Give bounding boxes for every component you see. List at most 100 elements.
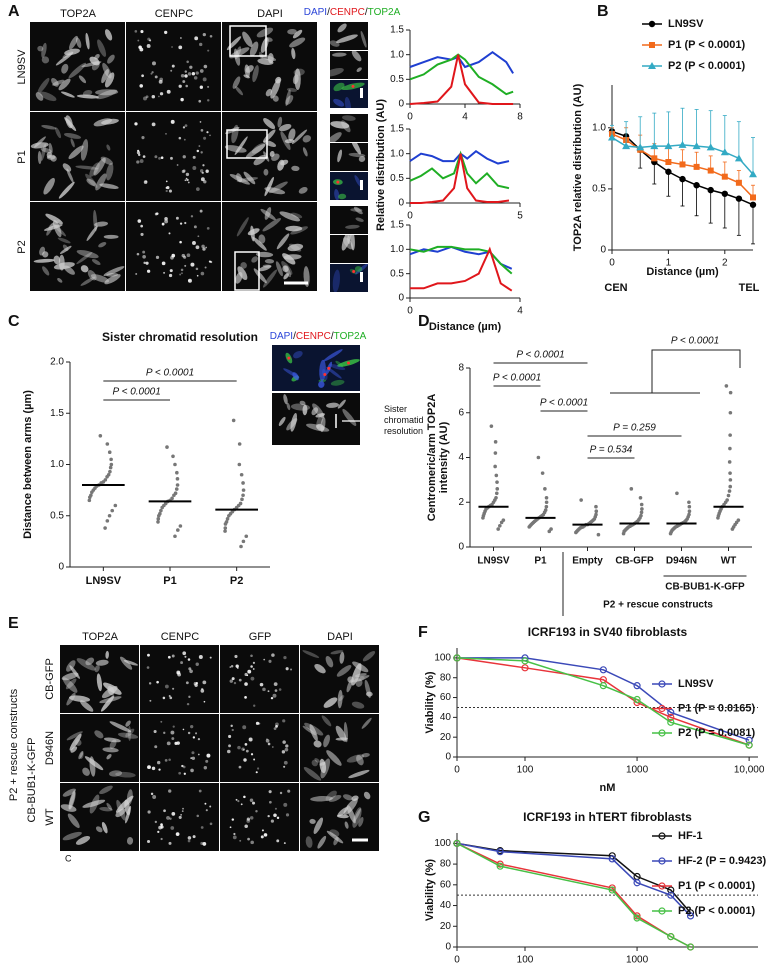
spot [151, 61, 156, 66]
data-point [113, 503, 118, 508]
spot [255, 771, 258, 774]
data-point [156, 517, 161, 521]
chromosome [48, 142, 53, 154]
data-point [728, 410, 733, 415]
chromosome [289, 243, 302, 252]
spot [158, 157, 161, 160]
data-point [728, 433, 732, 437]
spot [205, 169, 209, 173]
spot [163, 809, 166, 813]
data-point [172, 493, 176, 498]
spot [141, 74, 144, 78]
chromosome [58, 181, 75, 199]
chromosome [68, 145, 84, 160]
chromosome [330, 132, 342, 142]
channel-name: TOP2A [368, 7, 401, 18]
spot [180, 814, 182, 816]
chromosome [288, 128, 296, 141]
data-point [594, 504, 598, 509]
y-axis-title: Relative distribution (AU) [375, 99, 387, 231]
spot [262, 687, 266, 692]
series-line [456, 842, 692, 917]
data-point [750, 194, 756, 201]
spot [195, 71, 199, 75]
chromosome [251, 256, 258, 263]
spot [195, 662, 199, 666]
data-point [159, 508, 163, 513]
chromosome [117, 732, 139, 739]
chromosome [352, 807, 362, 828]
chromosome [68, 695, 91, 702]
micrograph [140, 714, 219, 782]
spot [192, 155, 196, 159]
chromosome [115, 808, 126, 818]
legend-marker [648, 62, 656, 69]
chromosome [260, 208, 276, 221]
data-point [489, 424, 494, 428]
spot [290, 668, 293, 671]
spot [186, 60, 189, 64]
spot [142, 155, 146, 158]
series-line [456, 657, 750, 746]
legend-marker [658, 680, 666, 688]
spot [283, 765, 286, 768]
chromosome [85, 657, 95, 666]
data-point [727, 460, 732, 464]
comparison-bracket [610, 349, 741, 394]
data-point [241, 488, 246, 492]
data-point [667, 886, 675, 894]
chromosome [298, 186, 308, 194]
spot [158, 79, 163, 84]
spot [229, 666, 232, 668]
chromosome [55, 127, 62, 139]
spot [199, 169, 204, 173]
data-point [728, 478, 733, 482]
series-line [456, 657, 750, 746]
spot [176, 741, 180, 745]
spot [187, 72, 192, 76]
y-tick-label: 0.5 [50, 510, 64, 521]
data-point [679, 161, 686, 168]
spot [181, 169, 185, 174]
chromosome [99, 785, 113, 795]
row-label: P1 [16, 150, 28, 163]
spot [142, 254, 146, 259]
spot [282, 719, 286, 723]
spot [137, 149, 140, 152]
chromosome [334, 189, 340, 200]
micrograph-content [60, 785, 134, 845]
channel-name: DAPI [270, 331, 293, 342]
spot [168, 273, 173, 278]
spot [209, 134, 211, 137]
micrograph-content [305, 790, 371, 849]
spot [327, 366, 331, 370]
spot [207, 85, 210, 88]
y-tick-label: 1.0 [390, 148, 404, 159]
chromosome [85, 32, 90, 50]
data-point [547, 529, 552, 534]
spot [175, 216, 179, 220]
chromosome [76, 249, 99, 259]
channel-name: / [331, 331, 334, 342]
data-point [174, 487, 179, 491]
legend-label: HF-1 [678, 830, 702, 842]
y-tick-label: 80 [440, 859, 452, 870]
chromosome [326, 750, 342, 766]
chromosome [233, 48, 241, 66]
micrograph-bg [330, 206, 368, 234]
spot [158, 768, 161, 771]
series-line [457, 657, 750, 741]
data-point [495, 487, 500, 491]
data-point [90, 490, 94, 494]
chromosome [290, 226, 308, 235]
chromosome [287, 28, 297, 35]
chromosome [79, 752, 84, 760]
spot [278, 688, 282, 691]
spot [202, 77, 207, 82]
x-tick-label: 10,000 [734, 765, 765, 776]
chromosome [285, 95, 294, 105]
y-tick-label: 20 [440, 732, 452, 743]
x-tick-label: 0 [407, 112, 413, 123]
spot [171, 737, 175, 741]
column-header: TOP2A [82, 631, 119, 643]
